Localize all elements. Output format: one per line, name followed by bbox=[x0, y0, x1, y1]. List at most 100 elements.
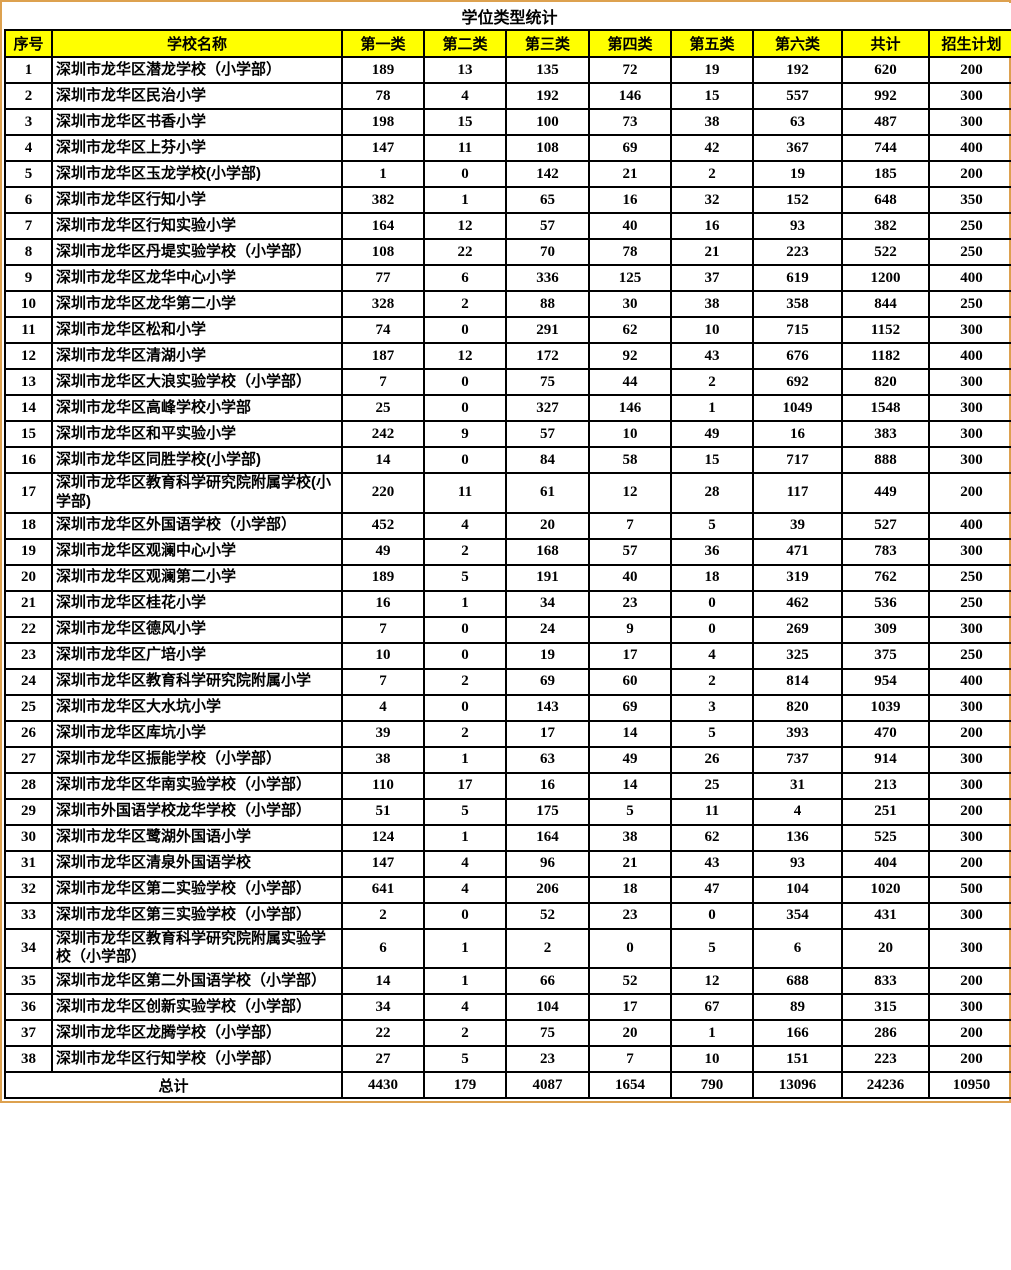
school-name-cell: 深圳市龙华区行知学校（小学部） bbox=[51, 1045, 343, 1073]
table-row: 17 深圳市龙华区教育科学研究院附属学校(小学部) 220 11 61 12 28 117 44… bbox=[4, 472, 1011, 514]
value-cell: 2 bbox=[423, 537, 507, 566]
value-cell: 14 bbox=[341, 446, 425, 474]
value-cell: 325 bbox=[752, 641, 843, 670]
value-cell: 5 bbox=[670, 719, 754, 748]
column-header-type2: 第二类 bbox=[423, 29, 507, 58]
value-cell: 69 bbox=[505, 667, 590, 696]
value-cell: 1 bbox=[423, 823, 507, 852]
value-cell: 620 bbox=[841, 56, 930, 84]
value-cell: 336 bbox=[505, 264, 590, 292]
value-cell: 43 bbox=[670, 849, 754, 878]
row-number-cell: 10 bbox=[4, 290, 53, 318]
value-cell: 16 bbox=[670, 212, 754, 240]
value-cell: 15 bbox=[423, 108, 507, 136]
school-name-cell: 深圳市龙华区创新实验学校（小学部） bbox=[51, 993, 343, 1021]
value-cell: 11 bbox=[423, 472, 507, 514]
value-cell: 4 bbox=[423, 511, 507, 540]
value-cell: 21 bbox=[670, 238, 754, 266]
value-cell: 25 bbox=[670, 771, 754, 800]
title-row: 学位类型统计 bbox=[5, 3, 1011, 30]
value-cell: 168 bbox=[505, 537, 590, 566]
value-cell: 0 bbox=[423, 693, 507, 722]
value-cell: 250 bbox=[927, 563, 1011, 592]
value-cell: 1 bbox=[423, 927, 507, 969]
school-name-cell: 深圳市龙华区教育科学研究院附属学校(小学部) bbox=[51, 472, 343, 514]
value-cell: 1049 bbox=[752, 394, 843, 422]
value-cell: 10 bbox=[670, 316, 754, 344]
school-name-cell: 深圳市龙华区潜龙学校（小学部） bbox=[51, 56, 343, 84]
school-name-cell: 深圳市龙华区上芬小学 bbox=[51, 134, 343, 162]
value-cell: 2 bbox=[670, 368, 754, 396]
value-cell: 487 bbox=[841, 108, 930, 136]
row-number-cell: 33 bbox=[4, 901, 53, 930]
value-cell: 189 bbox=[341, 563, 425, 592]
grand-total-plan: 10950 bbox=[927, 1071, 1011, 1099]
value-cell: 5 bbox=[423, 797, 507, 826]
value-cell: 400 bbox=[927, 667, 1011, 696]
value-cell: 77 bbox=[341, 264, 425, 292]
value-cell: 382 bbox=[841, 212, 930, 240]
value-cell: 69 bbox=[588, 693, 672, 722]
value-cell: 38 bbox=[670, 108, 754, 136]
value-cell: 328 bbox=[341, 290, 425, 318]
value-cell: 15 bbox=[670, 446, 754, 474]
school-name-cell: 深圳市龙华区大水坑小学 bbox=[51, 693, 343, 722]
value-cell: 164 bbox=[341, 212, 425, 240]
value-cell: 242 bbox=[341, 420, 425, 448]
value-cell: 60 bbox=[588, 667, 672, 696]
value-cell: 1 bbox=[423, 186, 507, 214]
value-cell: 471 bbox=[752, 537, 843, 566]
value-cell: 820 bbox=[841, 368, 930, 396]
value-cell: 19 bbox=[670, 56, 754, 84]
table-row: 19 深圳市龙华区观澜中心小学 49 2 168 57 36 471 783 300 bbox=[4, 537, 1011, 566]
value-cell: 1 bbox=[670, 394, 754, 422]
value-cell: 78 bbox=[588, 238, 672, 266]
value-cell: 300 bbox=[927, 693, 1011, 722]
table-row: 14 深圳市龙华区高峰学校小学部 25 0 327 146 1 1049 1548 300 bbox=[4, 394, 1011, 422]
value-cell: 28 bbox=[670, 472, 754, 514]
value-cell: 39 bbox=[341, 719, 425, 748]
school-name-cell: 深圳市龙华区第二外国语学校（小学部） bbox=[51, 967, 343, 995]
value-cell: 0 bbox=[423, 615, 507, 644]
value-cell: 250 bbox=[927, 290, 1011, 318]
table-row: 28 深圳市龙华区华南实验学校（小学部） 110 17 16 14 25 31 213 300 bbox=[4, 771, 1011, 800]
school-name-cell: 深圳市龙华区教育科学研究院附属实验学校（小学部） bbox=[51, 927, 343, 969]
value-cell: 954 bbox=[841, 667, 930, 696]
value-cell: 300 bbox=[927, 108, 1011, 136]
value-cell: 69 bbox=[588, 134, 672, 162]
table-row: 6 深圳市龙华区行知小学 382 1 65 16 32 152 648 350 bbox=[4, 186, 1011, 214]
value-cell: 166 bbox=[752, 1019, 843, 1047]
row-number-cell: 36 bbox=[4, 993, 53, 1021]
table-row: 30 深圳市龙华区鹭湖外国语小学 124 1 164 38 62 136 525 300 bbox=[4, 823, 1011, 852]
value-cell: 151 bbox=[752, 1045, 843, 1073]
value-cell: 7 bbox=[588, 1045, 672, 1073]
value-cell: 88 bbox=[505, 290, 590, 318]
grand-total-type6: 13096 bbox=[752, 1071, 843, 1099]
value-cell: 147 bbox=[341, 134, 425, 162]
value-cell: 462 bbox=[752, 589, 843, 618]
table-row: 1 深圳市龙华区潜龙学校（小学部） 189 13 135 72 19 192 620 200 bbox=[4, 56, 1011, 84]
value-cell: 23 bbox=[588, 901, 672, 930]
row-number-cell: 26 bbox=[4, 719, 53, 748]
row-number-cell: 6 bbox=[4, 186, 53, 214]
row-number-cell: 4 bbox=[4, 134, 53, 162]
value-cell: 250 bbox=[927, 238, 1011, 266]
value-cell: 200 bbox=[927, 1019, 1011, 1047]
row-number-cell: 23 bbox=[4, 641, 53, 670]
value-cell: 67 bbox=[670, 993, 754, 1021]
value-cell: 84 bbox=[505, 446, 590, 474]
value-cell: 152 bbox=[752, 186, 843, 214]
school-name-cell: 深圳市龙华区华南实验学校（小学部） bbox=[51, 771, 343, 800]
row-number-cell: 7 bbox=[4, 212, 53, 240]
value-cell: 223 bbox=[841, 1045, 930, 1073]
value-cell: 6 bbox=[423, 264, 507, 292]
column-header-total: 共计 bbox=[841, 29, 930, 58]
row-number-cell: 13 bbox=[4, 368, 53, 396]
table-row: 35 深圳市龙华区第二外国语学校（小学部） 14 1 66 52 12 688 833 200 bbox=[4, 967, 1011, 995]
value-cell: 319 bbox=[752, 563, 843, 592]
column-header-enrollment-plan: 招生计划 bbox=[927, 29, 1011, 58]
table-row: 25 深圳市龙华区大水坑小学 4 0 143 69 3 820 1039 300 bbox=[4, 693, 1011, 722]
table-row: 23 深圳市龙华区广培小学 10 0 19 17 4 325 375 250 bbox=[4, 641, 1011, 670]
value-cell: 63 bbox=[505, 745, 590, 774]
school-name-cell: 深圳市龙华区丹堤实验学校（小学部） bbox=[51, 238, 343, 266]
